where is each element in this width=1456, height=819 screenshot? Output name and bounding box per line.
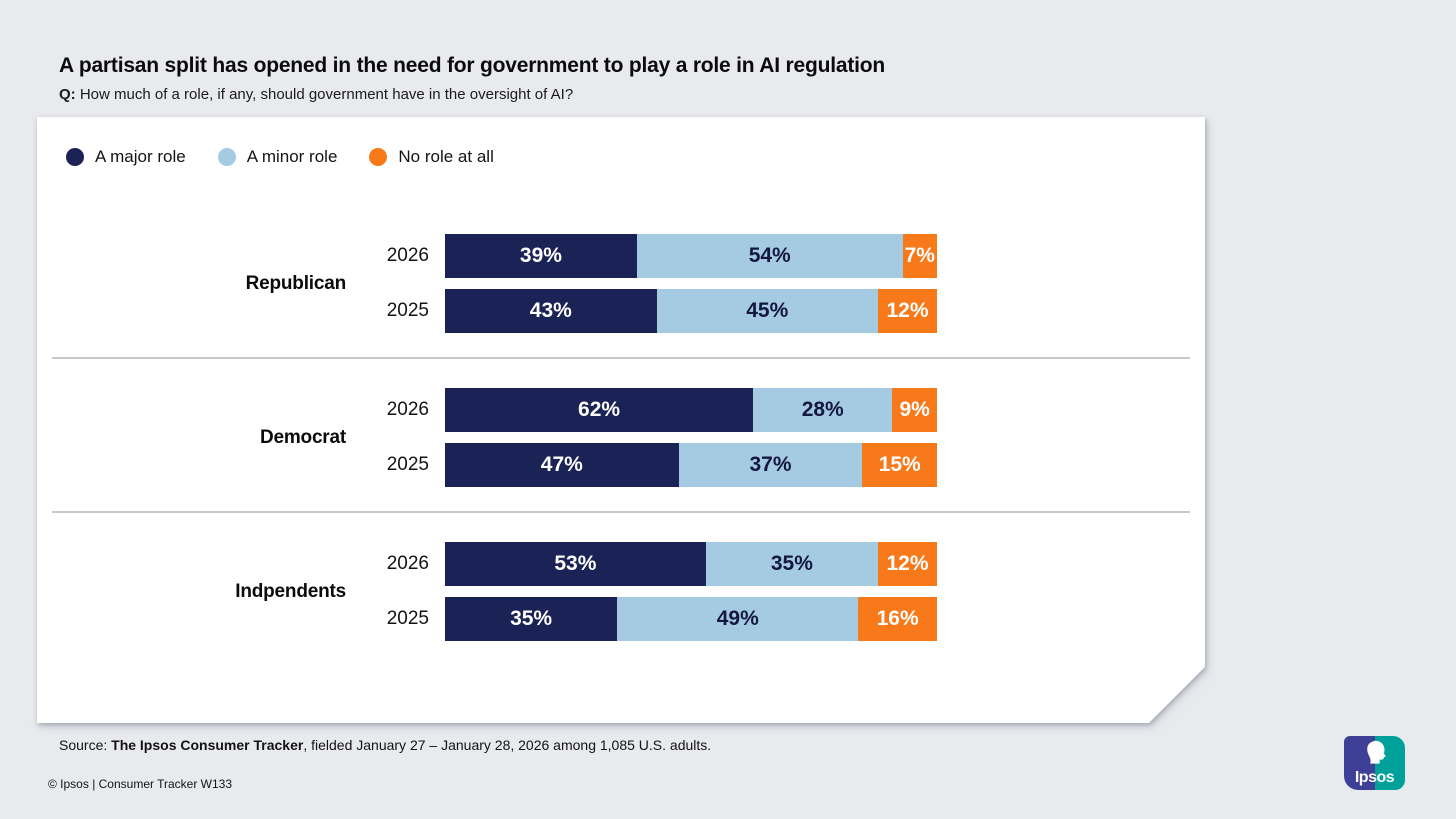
bar-segment: 49% bbox=[617, 597, 858, 641]
group-label: Democrat bbox=[259, 426, 346, 448]
source-tracker-name: The Ipsos Consumer Tracker bbox=[111, 737, 304, 753]
bar-row: 2025 43% 45% 12% bbox=[346, 289, 937, 333]
stacked-bar: 62% 28% 9% bbox=[445, 388, 937, 432]
section-separator bbox=[52, 511, 1190, 513]
question-text: How much of a role, if any, should gover… bbox=[79, 86, 574, 103]
legend-label: No role at all bbox=[398, 147, 494, 166]
bar-row: 2026 53% 35% 12% bbox=[346, 542, 937, 586]
source-prefix: Source: bbox=[59, 737, 112, 753]
ipsos-logo-text: Ipsos bbox=[1354, 769, 1395, 786]
legend-swatch bbox=[66, 148, 84, 166]
stacked-bar: 43% 45% 12% bbox=[445, 289, 937, 333]
group-rows: 2026 62% 28% 9% 2025 47% 37% 15% bbox=[346, 388, 937, 487]
bar-segment: 12% bbox=[878, 289, 937, 333]
legend-item: A major role bbox=[66, 147, 186, 167]
chart-card: A major role A minor role No role at all R… bbox=[37, 117, 1205, 723]
bar-segment: 39% bbox=[445, 234, 637, 278]
bar-segment: 43% bbox=[445, 289, 657, 333]
legend-item: No role at all bbox=[369, 147, 493, 167]
legend-label: A major role bbox=[95, 147, 186, 166]
group-rows: 2026 53% 35% 12% 2025 35% 49% 16% bbox=[346, 542, 937, 641]
bar-row: 2026 62% 28% 9% bbox=[346, 388, 937, 432]
bar-segment: 7% bbox=[903, 234, 937, 278]
ipsos-logo: Ipsos bbox=[1344, 736, 1405, 790]
ipsos-head-profile-icon bbox=[1367, 740, 1386, 764]
chart-section: Republican 2026 39% 54% 7% 2025 43% 45% 12% bbox=[37, 234, 1205, 333]
bar-segment: 54% bbox=[637, 234, 903, 278]
year-label: 2026 bbox=[386, 553, 429, 574]
copyright: © Ipsos | Consumer Tracker W133 bbox=[48, 777, 233, 791]
chart-header: A partisan split has opened in the need … bbox=[59, 54, 885, 103]
stacked-bar: 39% 54% 7% bbox=[445, 234, 937, 278]
year-label: 2026 bbox=[386, 245, 429, 266]
source-note: Source: The Ipsos Consumer Tracker, fiel… bbox=[59, 737, 711, 753]
year-label: 2026 bbox=[386, 399, 429, 420]
chart-section: Indpendents 2026 53% 35% 12% 2025 35% 49% 16% bbox=[37, 542, 1205, 641]
year-label: 2025 bbox=[386, 454, 429, 475]
question-prefix: Q: bbox=[59, 86, 76, 103]
legend-item: A minor role bbox=[218, 147, 338, 167]
legend: A major role A minor role No role at all bbox=[66, 147, 494, 167]
stacked-bar: 53% 35% 12% bbox=[445, 542, 937, 586]
bar-segment: 47% bbox=[445, 443, 679, 487]
bar-segment: 53% bbox=[445, 542, 706, 586]
section-separator bbox=[52, 357, 1190, 359]
bar-row: 2025 47% 37% 15% bbox=[346, 443, 937, 487]
source-suffix: , fielded January 27 – January 28, 2026 … bbox=[303, 737, 712, 753]
chart-card-wrapper: A major role A minor role No role at all R… bbox=[37, 117, 1205, 723]
question-subtitle: Q: How much of a role, if any, should go… bbox=[59, 86, 885, 103]
bar-segment: 15% bbox=[862, 443, 937, 487]
bar-row: 2025 35% 49% 16% bbox=[346, 597, 937, 641]
bar-segment: 35% bbox=[706, 542, 878, 586]
group-label: Republican bbox=[245, 272, 346, 294]
bar-segment: 9% bbox=[892, 388, 937, 432]
stacked-bar: 35% 49% 16% bbox=[445, 597, 937, 641]
chart-section: Democrat 2026 62% 28% 9% 2025 47% 37% 15% bbox=[37, 388, 1205, 487]
stacked-bar: 47% 37% 15% bbox=[445, 443, 937, 487]
legend-swatch bbox=[369, 148, 387, 166]
bar-segment: 12% bbox=[878, 542, 937, 586]
legend-swatch bbox=[218, 148, 236, 166]
group-label: Indpendents bbox=[235, 580, 346, 602]
bar-segment: 45% bbox=[657, 289, 878, 333]
year-label: 2025 bbox=[386, 300, 429, 321]
stacked-bar-chart: Republican 2026 39% 54% 7% 2025 43% 45% 12% Democ… bbox=[37, 234, 1205, 641]
page-title: A partisan split has opened in the need … bbox=[59, 54, 886, 77]
bar-segment: 16% bbox=[858, 597, 937, 641]
legend-label: A minor role bbox=[246, 147, 338, 166]
bar-segment: 62% bbox=[445, 388, 753, 432]
bar-segment: 37% bbox=[679, 443, 863, 487]
bar-segment: 35% bbox=[445, 597, 617, 641]
year-label: 2025 bbox=[386, 608, 429, 629]
bar-segment: 28% bbox=[753, 388, 892, 432]
group-rows: 2026 39% 54% 7% 2025 43% 45% 12% bbox=[346, 234, 937, 333]
bar-row: 2026 39% 54% 7% bbox=[346, 234, 937, 278]
